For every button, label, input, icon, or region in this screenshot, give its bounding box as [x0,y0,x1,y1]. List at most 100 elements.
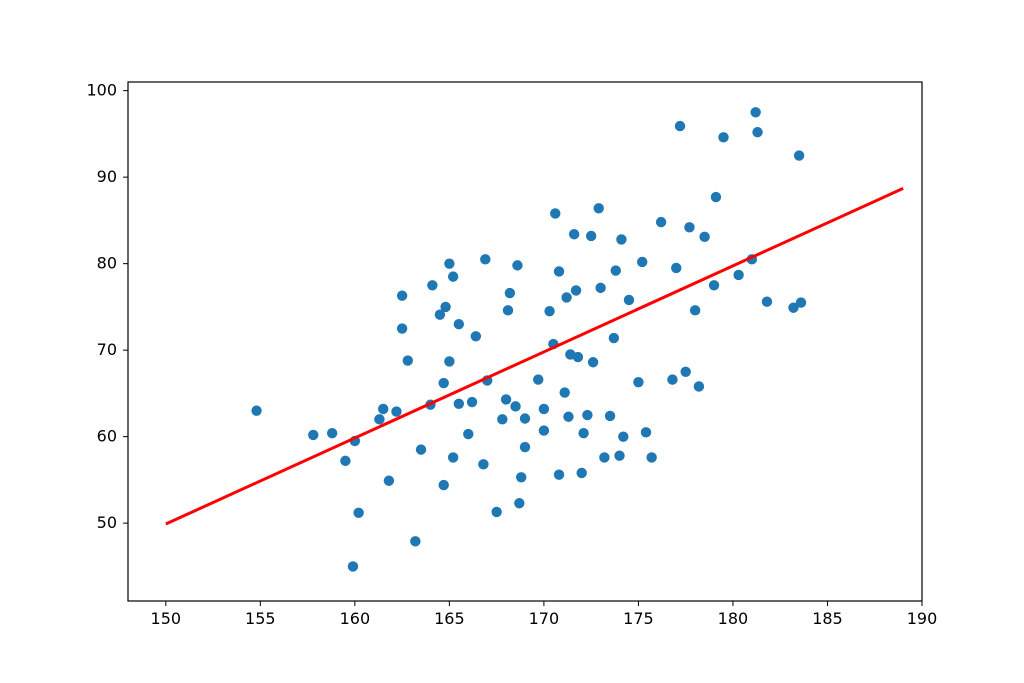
data-point [454,319,464,329]
data-point [733,270,743,280]
data-point [505,288,515,298]
data-point [520,442,530,452]
data-point [251,406,261,416]
y-tick-label: 50 [97,513,117,532]
data-point [594,203,604,213]
y-tick-label: 70 [97,340,117,359]
data-point [796,297,806,307]
data-point [560,387,570,397]
data-point [501,394,511,404]
data-point [520,413,530,423]
data-point [384,476,394,486]
x-tick-label: 175 [623,609,654,628]
data-point [478,459,488,469]
data-point [348,561,358,571]
data-point [605,411,615,421]
data-point [694,381,704,391]
data-point [539,425,549,435]
data-point [611,265,621,275]
data-point [609,333,619,343]
data-point [711,192,721,202]
data-point [637,257,647,267]
data-point [512,260,522,270]
data-point [624,295,634,305]
data-point [571,285,581,295]
data-point [563,412,573,422]
x-tick-label: 155 [245,609,276,628]
data-point [503,305,513,315]
scatter-chart: 150 155 160 165 170 175 180 185 190 50 60 70 80 90 100 [0,0,1024,683]
data-point [397,290,407,300]
data-point [454,399,464,409]
data-point [391,406,401,416]
x-tick-label: 190 [907,609,938,628]
data-point [586,231,596,241]
data-point [550,208,560,218]
data-point [554,470,564,480]
data-point [554,266,564,276]
x-tick-label: 165 [434,609,465,628]
data-point [752,127,762,137]
data-point [440,302,450,312]
data-point [599,452,609,462]
y-tick-label: 60 [97,427,117,446]
data-point [794,150,804,160]
data-point [684,222,694,232]
data-point [403,355,413,365]
data-point [444,258,454,268]
data-point [510,401,520,411]
data-point [463,429,473,439]
data-point [544,306,554,316]
data-point [656,217,666,227]
data-point [410,536,420,546]
data-point [569,229,579,239]
data-point [353,508,363,518]
data-point [641,427,651,437]
data-point [646,452,656,462]
data-point [308,430,318,440]
data-point [439,480,449,490]
chart-background [0,0,1024,683]
data-point [439,378,449,388]
data-point [616,234,626,244]
data-point [516,472,526,482]
data-point [533,374,543,384]
y-tick-label: 80 [97,254,117,273]
data-point [614,450,624,460]
x-tick-label: 180 [718,609,749,628]
data-point [327,428,337,438]
data-point [378,404,388,414]
data-point [539,404,549,414]
data-point [397,323,407,333]
data-point [471,331,481,341]
data-point [618,431,628,441]
data-point [448,452,458,462]
data-point [427,280,437,290]
data-point [514,498,524,508]
x-tick-label: 150 [151,609,182,628]
data-point [690,305,700,315]
data-point [374,414,384,424]
data-point [561,292,571,302]
data-point [582,410,592,420]
data-point [491,507,501,517]
data-point [750,107,760,117]
x-tick-label: 185 [812,609,843,628]
data-point [595,283,605,293]
x-tick-label: 170 [529,609,560,628]
data-point [667,374,677,384]
data-point [709,280,719,290]
x-tick-label: 160 [340,609,371,628]
data-point [467,397,477,407]
data-point [633,377,643,387]
data-point [675,121,685,131]
y-tick-label: 100 [86,81,117,100]
data-point [573,352,583,362]
data-point [497,414,507,424]
data-point [444,356,454,366]
data-point [416,444,426,454]
data-point [718,132,728,142]
y-tick-label: 90 [97,167,117,186]
data-point [448,271,458,281]
data-point [588,357,598,367]
